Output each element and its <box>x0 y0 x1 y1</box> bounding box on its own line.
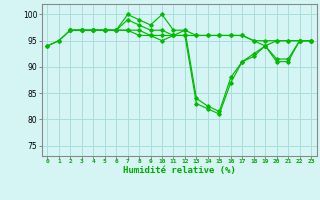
X-axis label: Humidité relative (%): Humidité relative (%) <box>123 166 236 175</box>
